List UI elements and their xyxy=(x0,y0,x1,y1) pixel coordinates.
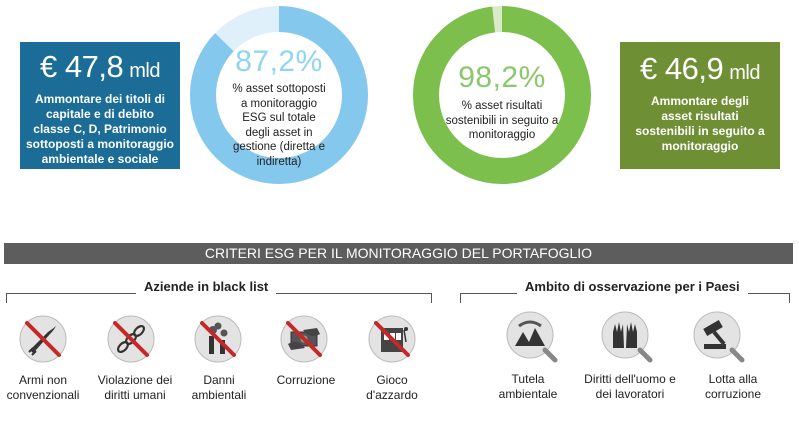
countries-title: Ambito di osservazione per i Paesi xyxy=(517,279,748,295)
label-danni: Danni ambientali xyxy=(191,373,247,402)
left-donut-ring xyxy=(190,6,368,184)
slot-machine-icon xyxy=(367,314,417,364)
factory-icon xyxy=(193,314,243,364)
left-amount-description: Ammontare dei titoli di capitale e di de… xyxy=(26,92,174,166)
label-armi: Armi non convenzionali xyxy=(6,373,80,402)
right-amount-description: Ammontare degli asset risultati sostenib… xyxy=(635,94,765,153)
right-donut-percentage: 98,2% xyxy=(458,61,546,94)
right-donut: 98,2% % asset risultati sostenibili in s… xyxy=(412,5,592,185)
right-donut-ring xyxy=(413,6,591,184)
raised-hands-icon xyxy=(600,310,653,363)
left-donut-percentage: 87,2% xyxy=(235,45,323,78)
label-diritti: Diritti dell'uomo e dei lavoratori xyxy=(584,372,676,401)
label-lotta: Lotta alla corruzione xyxy=(704,372,762,401)
blacklist-title: Aziende in black list xyxy=(136,279,277,295)
bribe-icon xyxy=(279,314,329,364)
criteria-banner: CRITERI ESG PER IL MONITORAGGIO DEL PORT… xyxy=(4,243,793,264)
left-amount: € 47,8 mld xyxy=(40,49,160,84)
right-donut-arc xyxy=(413,6,591,184)
right-donut-text: % asset risultati sostenibili in seguito… xyxy=(445,100,559,141)
left-donut-arc xyxy=(190,6,368,184)
weapon-icon xyxy=(18,314,68,364)
label-gioco: Gioco d'azzardo xyxy=(366,373,418,402)
chain-icon xyxy=(106,314,156,364)
left-donut: 87,2% % asset sottoposti a monitoraggio … xyxy=(189,5,369,185)
environment-icon xyxy=(505,310,558,363)
left-amount-box: € 47,8 mld Ammontare dei titoli di capita… xyxy=(20,42,180,169)
left-donut-text: % asset sottoposti a monitoraggio ESG su… xyxy=(232,83,326,168)
label-corruzione: Corruzione xyxy=(276,373,336,387)
right-amount-box: € 46,9 mld Ammontare degli asset risultat… xyxy=(620,42,780,169)
label-violazione: Violazione dei diritti umani xyxy=(97,373,173,402)
gavel-icon xyxy=(692,310,745,363)
label-tutela: Tutela ambientale xyxy=(498,372,558,401)
right-amount: € 46,9 mld xyxy=(640,51,760,86)
